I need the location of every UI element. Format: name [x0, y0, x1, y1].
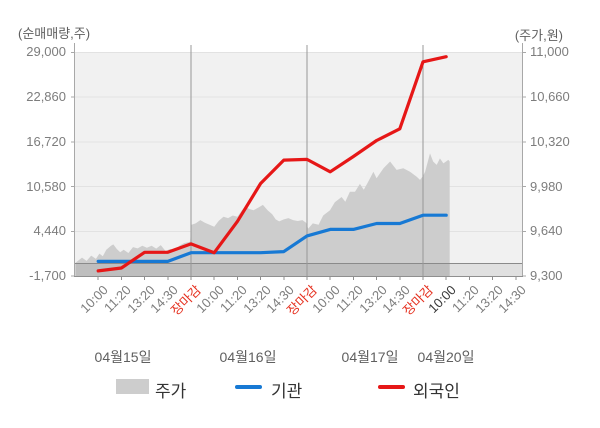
- right-axis-tick-label: 9,640: [530, 223, 563, 238]
- right-axis-tick-label: 9,300: [530, 268, 563, 283]
- foreigner-net-buy-line: [96, 55, 448, 273]
- price-area: [75, 153, 450, 276]
- left-axis-caption: (순매매량,주): [18, 26, 91, 41]
- negative-band: [75, 263, 522, 276]
- left-axis-tick-label: 29,000: [26, 44, 66, 59]
- right-axis-tick-label: 10,660: [530, 89, 570, 104]
- left-axis-tick-label: 22,860: [26, 89, 66, 104]
- left-axis-tick-label: 4,440: [33, 223, 66, 238]
- date-label: 04월15일: [94, 349, 152, 365]
- left-axis-tick-label: 16,720: [26, 134, 66, 149]
- left-axis-tick-label: 10,580: [26, 179, 66, 194]
- date-label: 04월16일: [219, 349, 277, 365]
- date-label: 04월20일: [417, 349, 475, 365]
- right-axis-tick-label: 10,320: [530, 134, 570, 149]
- right-axis-caption: (주가,원): [514, 28, 563, 43]
- institution-net-buy-line: [96, 213, 448, 263]
- right-axis-tick-label: 9,980: [530, 179, 563, 194]
- date-label: 04월17일: [341, 349, 399, 365]
- left-axis-tick-label: -1,700: [29, 268, 66, 283]
- right-axis-tick-label: 11,000: [530, 44, 569, 59]
